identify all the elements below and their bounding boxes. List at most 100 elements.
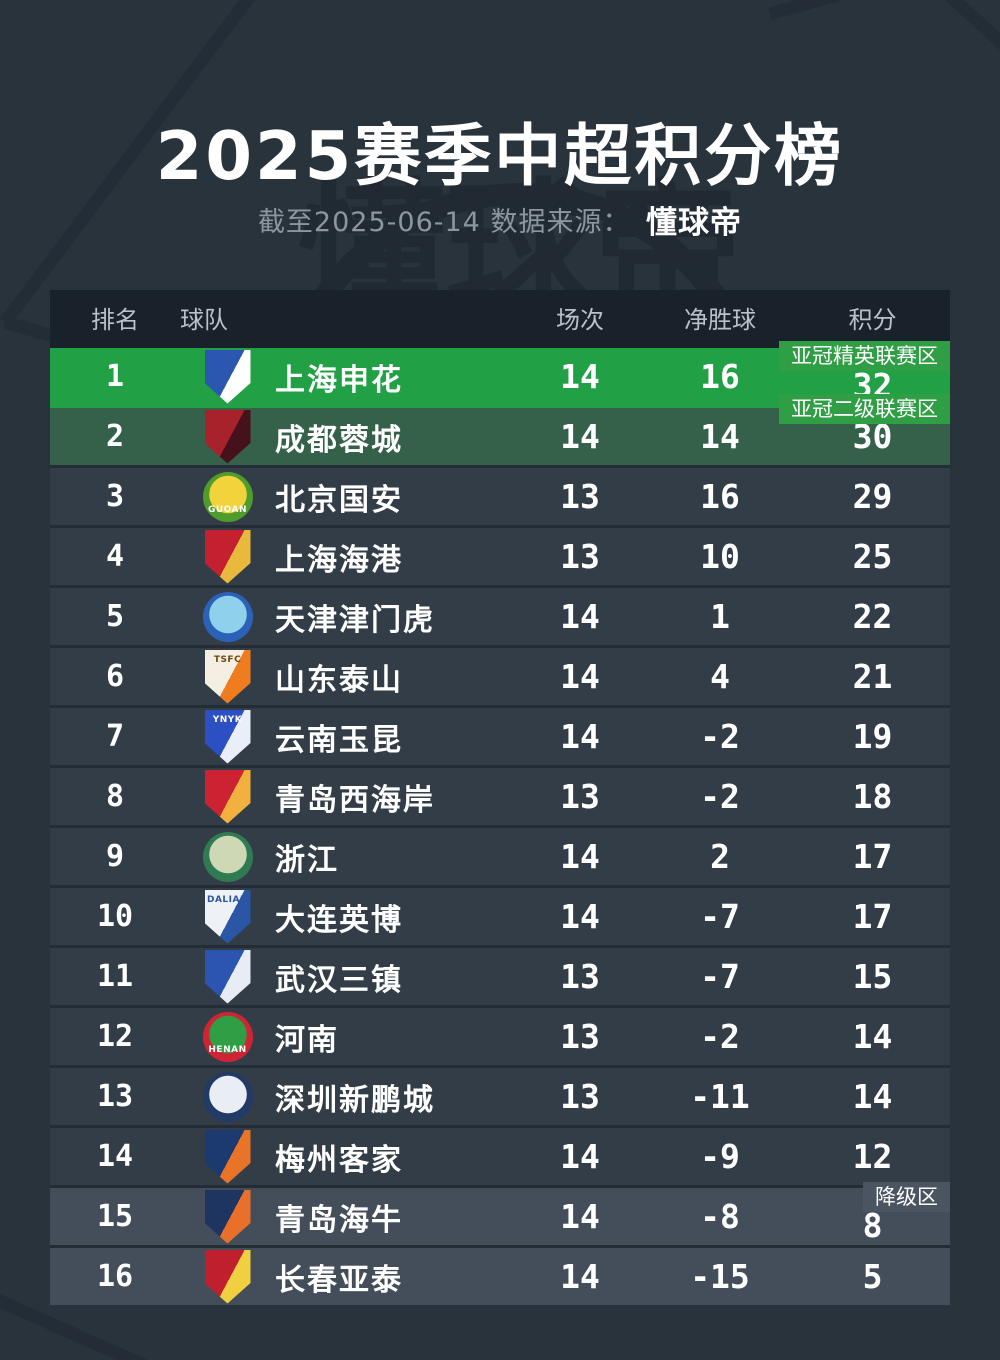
team-crest-icon: YNYK — [204, 709, 251, 764]
gd-value: 16 — [700, 477, 740, 516]
rank-cell: 5 — [50, 599, 180, 634]
points-cell: 12 — [795, 1137, 950, 1176]
rank-value: 11 — [96, 959, 134, 994]
table-row: 11 武汉三镇 13 -7 15 — [50, 945, 950, 1005]
team-name: 山东泰山 — [275, 662, 403, 698]
rank-value: 13 — [96, 1079, 134, 1114]
played-cell: 14 — [515, 417, 645, 456]
table-row: 12 HENAN 河南 13 -2 14 — [50, 1005, 950, 1065]
logo-cell — [180, 349, 275, 404]
gd-cell: 1 — [645, 597, 795, 636]
rank-value: 2 — [105, 419, 125, 454]
team-name: 长春亚泰 — [275, 1262, 403, 1298]
gd-cell: -2 — [645, 777, 795, 816]
rank-value: 1 — [105, 359, 125, 394]
rank-cell: 10 — [50, 899, 180, 934]
team-name: 上海申花 — [275, 362, 403, 398]
rank-cell: 15 — [50, 1199, 180, 1234]
team-name: 大连英博 — [275, 902, 403, 938]
table-row: 4 上海海港 13 10 25 — [50, 525, 950, 585]
rank-cell: 3 — [50, 479, 180, 514]
points-cell: 21 — [795, 657, 950, 696]
rank-cell: 14 — [50, 1139, 180, 1174]
header-points: 积分 — [848, 306, 897, 334]
gd-cell: -2 — [645, 1017, 795, 1056]
played-cell: 13 — [515, 477, 645, 516]
crest-abbr: HENAN — [208, 1044, 247, 1055]
logo-cell — [180, 949, 275, 1004]
played-cell: 14 — [515, 357, 645, 396]
rank-cell: 8 — [50, 779, 180, 814]
points-value: 15 — [852, 957, 893, 996]
subtitle-source-name: 懂球帝 — [646, 205, 743, 241]
logo-cell — [180, 1189, 275, 1244]
logo-cell — [180, 591, 275, 642]
rank-cell: 4 — [50, 539, 180, 574]
rank-cell: 16 — [50, 1259, 180, 1294]
played-value: 14 — [560, 897, 600, 936]
gd-cell: -15 — [645, 1257, 795, 1296]
rank-cell: 13 — [50, 1079, 180, 1114]
points-value: 25 — [852, 537, 893, 576]
played-value: 14 — [560, 417, 600, 456]
points-value: 19 — [852, 717, 893, 756]
gd-value: -9 — [700, 1137, 740, 1176]
rank-value: 15 — [96, 1199, 134, 1234]
team-crest-icon — [202, 591, 253, 642]
gd-cell: 16 — [645, 357, 795, 396]
header-played: 场次 — [556, 306, 604, 334]
played-value: 14 — [560, 357, 600, 396]
crest-abbr: DALIAN — [206, 894, 249, 905]
team-name: 青岛海牛 — [275, 1202, 403, 1238]
crest-abbr: YNYK — [212, 714, 243, 725]
team-crest-icon — [204, 1129, 251, 1184]
played-value: 14 — [560, 837, 600, 876]
team-crest-icon — [204, 529, 251, 584]
table-body: 1 上海申花 14 16 32 亚冠精英联赛区 2 成都蓉城 14 14 30 … — [50, 341, 950, 1305]
gd-cell: -9 — [645, 1137, 795, 1176]
gd-value: -2 — [700, 1017, 740, 1056]
played-cell: 14 — [515, 837, 645, 876]
rank-cell: 1 — [50, 359, 180, 394]
table-row: 5 天津津门虎 14 1 22 — [50, 585, 950, 645]
rank-value: 9 — [105, 839, 125, 874]
team-crest-icon: GUOAN — [202, 471, 253, 522]
team-crest-icon — [204, 769, 251, 824]
logo-cell: GUOAN — [180, 471, 275, 522]
crest-abbr: TSFC — [213, 654, 242, 665]
points-cell: 22 — [795, 597, 950, 636]
team-name: 深圳新鹏城 — [275, 1082, 435, 1118]
decor-line — [768, 0, 843, 21]
rank-cell: 2 — [50, 419, 180, 454]
gd-value: 16 — [700, 357, 740, 396]
table-row: 2 成都蓉城 14 14 30 亚冠二级联赛区 — [50, 394, 950, 465]
team-name: 云南玉昆 — [275, 722, 403, 758]
rank-value: 5 — [105, 599, 125, 634]
gd-value: -7 — [700, 897, 740, 936]
played-value: 13 — [560, 957, 600, 996]
gd-value: 2 — [710, 837, 730, 876]
subtitle-source-label: 数据来源： — [490, 207, 631, 238]
team-name: 北京国安 — [275, 482, 403, 518]
gd-value: 14 — [700, 417, 740, 456]
points-cell: 15 — [795, 957, 950, 996]
played-cell: 14 — [515, 717, 645, 756]
table-row: 10 DALIAN 大连英博 14 -7 17 — [50, 885, 950, 945]
points-cell: 29 — [795, 477, 950, 516]
gd-cell: -7 — [645, 897, 795, 936]
standings-table: 排名 球队 场次 净胜球 积分 1 上海申花 14 16 32 亚冠精英联赛区 … — [50, 290, 950, 1305]
rank-cell: 11 — [50, 959, 180, 994]
points-value: 14 — [852, 1017, 893, 1056]
gd-value: -2 — [700, 777, 740, 816]
table-header-row: 排名 球队 场次 净胜球 积分 — [50, 290, 950, 345]
played-cell: 14 — [515, 897, 645, 936]
gd-cell: -2 — [645, 717, 795, 756]
points-cell: 8 — [795, 1197, 950, 1245]
team-name: 梅州客家 — [275, 1142, 403, 1178]
subtitle-date: 截至2025-06-14 — [257, 207, 481, 238]
table-row: 8 青岛西海岸 13 -2 18 — [50, 765, 950, 825]
rank-value: 3 — [105, 479, 125, 514]
points-value: 8 — [862, 1206, 883, 1245]
rank-value: 16 — [96, 1259, 134, 1294]
team-name: 浙江 — [275, 842, 339, 878]
